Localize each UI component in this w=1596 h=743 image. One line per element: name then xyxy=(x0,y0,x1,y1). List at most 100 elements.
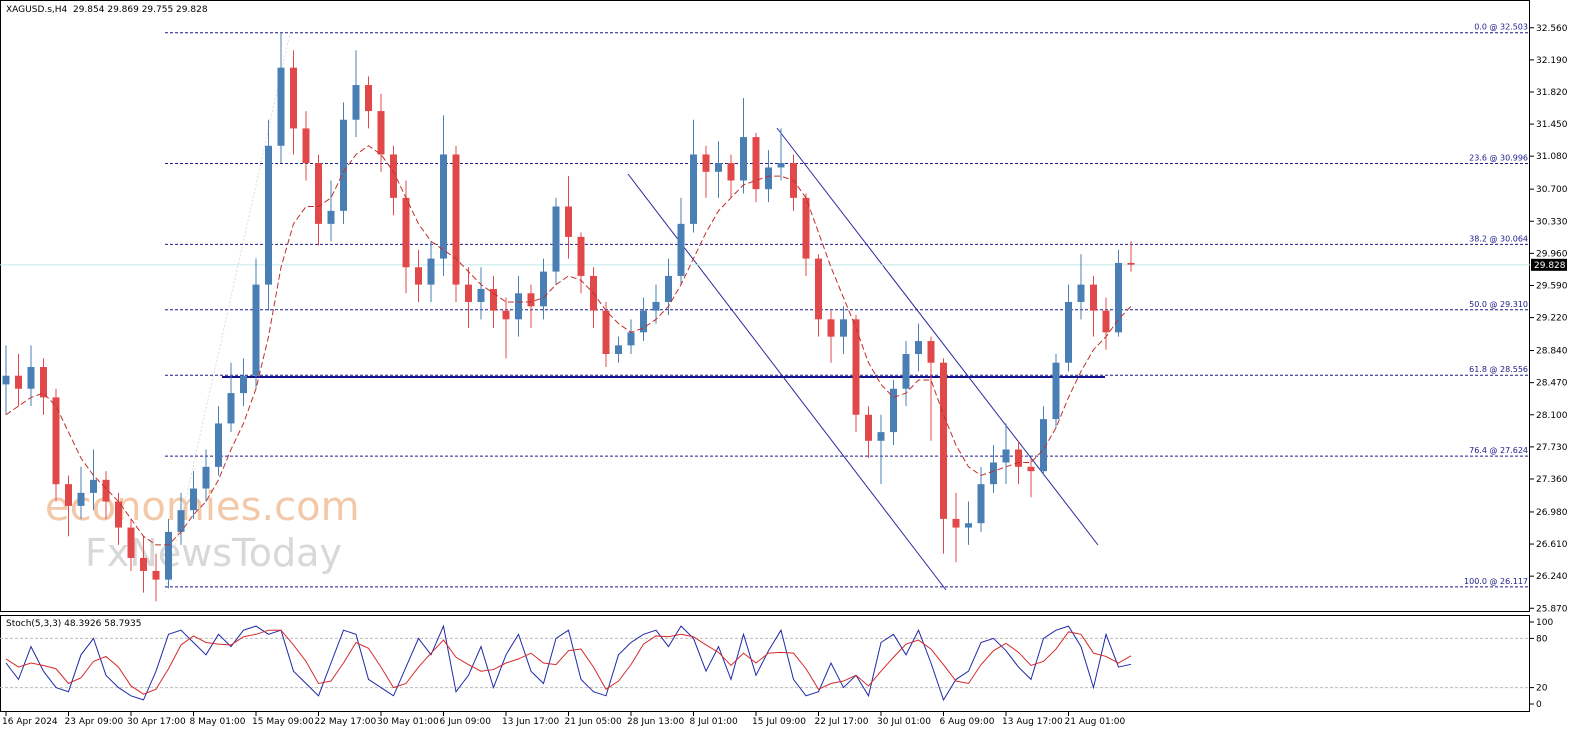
y-tick-label: 29.220 xyxy=(1536,314,1568,324)
x-tick-label: 22 May 17:00 xyxy=(315,717,377,727)
stoch-tick-label: 0 xyxy=(1536,700,1542,710)
candle-body xyxy=(752,137,760,190)
candle-body xyxy=(1040,419,1047,472)
candle-body xyxy=(702,154,710,172)
candle-body xyxy=(715,163,722,172)
x-tick-label: 30 Apr 17:00 xyxy=(127,717,186,727)
x-tick-label: 15 May 09:00 xyxy=(252,717,314,727)
candle-body xyxy=(802,197,810,259)
candle-body xyxy=(177,510,185,532)
candle-body xyxy=(827,319,835,337)
candle-body xyxy=(440,154,447,259)
x-tick-label: 22 Jul 17:00 xyxy=(815,717,869,727)
x-tick-label: 15 Jul 09:00 xyxy=(752,717,806,727)
candle-body xyxy=(340,119,347,211)
fib-label: 38.2 @ 30.064 xyxy=(1469,234,1528,243)
stoch-line xyxy=(5,629,1132,695)
candle-body xyxy=(865,414,872,441)
last-price-label: 29.828 xyxy=(1534,261,1566,271)
fib-label: 76.4 @ 27.624 xyxy=(1469,446,1528,455)
candle-body xyxy=(527,293,535,307)
chart-header: XAGUSD.s,H4 29.854 29.869 29.755 29.828 xyxy=(6,5,208,15)
fib-label: 50.0 @ 29.310 xyxy=(1469,300,1528,309)
y-tick-label: 31.080 xyxy=(1536,152,1568,162)
x-tick-label: 30 Jul 01:00 xyxy=(877,717,931,727)
x-tick-label: 30 May 01:00 xyxy=(377,717,439,727)
candle-body xyxy=(565,206,572,237)
x-tick-label: 6 Aug 09:00 xyxy=(940,717,995,727)
candle-body xyxy=(777,163,785,168)
candle-body xyxy=(265,145,272,285)
candle-body xyxy=(465,284,472,302)
candle-body xyxy=(690,154,697,224)
candle-body xyxy=(2,375,10,385)
y-tick-label: 29.590 xyxy=(1536,281,1568,291)
candle-body xyxy=(152,570,160,580)
candle-body xyxy=(240,375,247,394)
y-tick-label: 25.870 xyxy=(1536,604,1568,614)
candle-body xyxy=(202,466,210,489)
candle-body xyxy=(65,484,72,506)
stoch-tick-label: 100 xyxy=(1536,618,1553,628)
main-pane-border xyxy=(0,0,1530,612)
y-tick-label: 31.450 xyxy=(1536,120,1568,130)
candle-body xyxy=(490,288,497,311)
x-tick-label: 13 Aug 17:00 xyxy=(1002,717,1063,727)
x-tick-label: 21 Jun 05:00 xyxy=(565,717,622,727)
y-tick-label: 26.980 xyxy=(1536,508,1568,518)
y-tick-label: 32.190 xyxy=(1536,56,1568,66)
candle-body xyxy=(390,154,397,198)
candle-body xyxy=(852,319,860,415)
y-tick-label: 29.960 xyxy=(1536,249,1568,259)
candle-body xyxy=(927,341,935,363)
candle-body xyxy=(227,393,235,424)
candle-body xyxy=(415,267,422,285)
x-tick-label: 21 Aug 01:00 xyxy=(1065,717,1126,727)
candle-body xyxy=(115,501,122,528)
y-tick-label: 31.820 xyxy=(1536,88,1568,98)
candle-body xyxy=(740,137,747,181)
candle-body xyxy=(365,85,372,112)
candle-body xyxy=(1077,284,1085,302)
candle-body xyxy=(640,310,647,333)
candle-body xyxy=(1102,310,1110,333)
candle-body xyxy=(990,462,997,485)
y-tick-label: 28.840 xyxy=(1536,347,1568,357)
candle-body xyxy=(1027,466,1035,472)
candle-body xyxy=(1052,362,1060,420)
y-tick-label: 30.330 xyxy=(1536,217,1568,227)
y-tick-label: 27.360 xyxy=(1536,475,1568,485)
candle-body xyxy=(15,375,22,389)
last-price-box xyxy=(1531,258,1567,271)
candle-body xyxy=(127,527,135,558)
stoch-tick-label: 80 xyxy=(1536,634,1548,644)
candle-body xyxy=(215,423,222,467)
candle-body xyxy=(477,288,485,302)
candle-body xyxy=(27,367,35,389)
stoch-tick-label: 20 xyxy=(1536,684,1548,694)
y-tick-label: 28.470 xyxy=(1536,379,1568,389)
channel-line xyxy=(776,127,1099,546)
x-tick-label: 8 Jul 01:00 xyxy=(690,717,739,727)
candle-body xyxy=(252,284,260,376)
candle-body xyxy=(677,223,685,276)
candle-body xyxy=(352,85,360,120)
candle-body xyxy=(615,345,622,355)
candle-body xyxy=(1002,449,1010,463)
watermark: FxNewsToday xyxy=(85,531,342,575)
candle-body xyxy=(1115,262,1122,333)
fib-trend-line xyxy=(164,32,291,593)
candle-body xyxy=(1065,301,1072,363)
y-tick-label: 26.240 xyxy=(1536,572,1568,582)
candle-body xyxy=(452,154,460,285)
candle-body xyxy=(727,163,735,181)
candle-body xyxy=(277,67,285,146)
candle-body xyxy=(1015,449,1022,467)
fib-label: 100.0 @ 26.117 xyxy=(1464,577,1528,586)
candle-body xyxy=(890,388,897,433)
candle-body xyxy=(190,488,197,511)
x-tick-label: 28 Jun 13:00 xyxy=(627,717,684,727)
x-tick-label: 13 Jun 17:00 xyxy=(502,717,559,727)
y-tick-label: 28.100 xyxy=(1536,411,1568,421)
